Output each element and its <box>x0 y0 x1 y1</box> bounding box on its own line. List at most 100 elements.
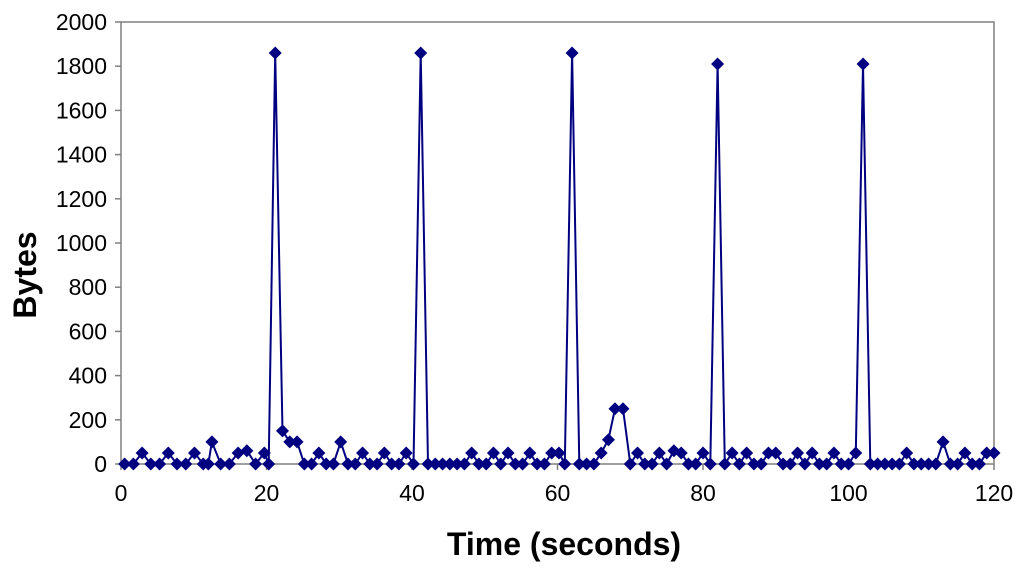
data-point <box>740 446 754 460</box>
data-point <box>616 402 630 416</box>
data-point <box>249 457 263 471</box>
data-point <box>842 457 855 471</box>
data-point <box>812 457 826 471</box>
data-point <box>732 457 746 471</box>
data-point <box>863 457 877 471</box>
data-point <box>494 457 508 471</box>
data-point <box>268 46 282 60</box>
y-tick-label: 200 <box>69 407 107 433</box>
data-point <box>849 446 863 460</box>
data-point <box>936 435 950 449</box>
y-tick-label: 2000 <box>56 9 107 35</box>
y-axis: 0 200 400 600 800 1000 1200 1400 1600 1800 2000 <box>56 9 121 477</box>
data-point <box>530 457 544 471</box>
data-point <box>399 446 413 460</box>
data-point <box>231 446 245 460</box>
data-point <box>201 457 215 471</box>
series-markers <box>118 46 1001 471</box>
data-point <box>725 446 739 460</box>
data-point <box>363 457 377 471</box>
data-point <box>769 446 783 460</box>
y-axis-title: Bytes <box>7 231 43 318</box>
x-tick-label: 80 <box>690 480 716 506</box>
data-point <box>929 457 943 471</box>
data-point <box>545 446 559 460</box>
data-point <box>943 457 957 471</box>
data-point <box>436 457 450 471</box>
data-point <box>965 457 979 471</box>
data-point <box>871 457 885 471</box>
data-point <box>703 457 717 471</box>
data-point <box>161 446 175 460</box>
data-point <box>537 457 551 471</box>
data-point <box>827 446 841 460</box>
y-tick-label: 600 <box>69 318 107 344</box>
data-point <box>406 457 420 471</box>
data-point <box>980 446 994 460</box>
data-point <box>222 457 236 471</box>
data-point <box>856 57 870 71</box>
data-point <box>718 457 732 471</box>
data-point <box>805 446 819 460</box>
data-point <box>465 446 479 460</box>
data-point <box>523 446 537 460</box>
data-point <box>776 457 790 471</box>
x-tick-label: 100 <box>829 480 867 506</box>
data-point <box>326 457 340 471</box>
data-point <box>341 457 355 471</box>
data-point <box>501 446 515 460</box>
x-tick-label: 120 <box>975 480 1013 506</box>
data-point <box>594 446 608 460</box>
data-point <box>370 457 384 471</box>
data-point <box>652 446 666 460</box>
data-point <box>305 457 319 471</box>
data-point <box>601 433 615 447</box>
data-point <box>972 457 986 471</box>
data-point <box>135 446 149 460</box>
x-tick-label: 20 <box>254 480 280 506</box>
data-point <box>747 457 761 471</box>
data-point <box>914 457 928 471</box>
y-tick-label: 1600 <box>56 97 107 123</box>
data-point <box>696 446 710 460</box>
y-tick-label: 800 <box>69 274 107 300</box>
data-point <box>674 446 688 460</box>
data-point <box>623 457 637 471</box>
data-point <box>479 457 493 471</box>
x-tick-label: 40 <box>399 480 425 506</box>
data-point <box>516 457 530 471</box>
data-point <box>922 457 936 471</box>
data-point <box>392 457 406 471</box>
data-point <box>631 446 645 460</box>
data-point <box>283 435 297 449</box>
data-point <box>385 457 399 471</box>
data-point <box>587 457 601 471</box>
data-point <box>638 457 652 471</box>
data-point <box>179 457 193 471</box>
data-point <box>457 457 471 471</box>
data-point <box>761 446 775 460</box>
data-point <box>754 457 768 471</box>
data-point <box>951 457 965 471</box>
data-point <box>348 457 362 471</box>
data-point <box>783 457 797 471</box>
data-point <box>472 457 486 471</box>
data-point <box>681 457 695 471</box>
data-point <box>958 446 972 460</box>
data-point <box>608 402 622 416</box>
data-point <box>508 457 522 471</box>
data-point <box>660 457 674 471</box>
data-point <box>144 457 158 471</box>
data-point <box>558 457 572 471</box>
x-axis-title: Time (seconds) <box>447 526 681 562</box>
data-point <box>572 457 586 471</box>
x-axis: 0 20 40 60 80 100 120 <box>115 464 1013 506</box>
data-point <box>126 457 140 471</box>
data-point <box>319 457 333 471</box>
data-point <box>187 446 201 460</box>
data-point <box>118 457 132 471</box>
data-point <box>907 457 921 471</box>
data-point <box>565 46 579 60</box>
data-point <box>170 457 184 471</box>
y-tick-label: 1400 <box>56 142 107 168</box>
